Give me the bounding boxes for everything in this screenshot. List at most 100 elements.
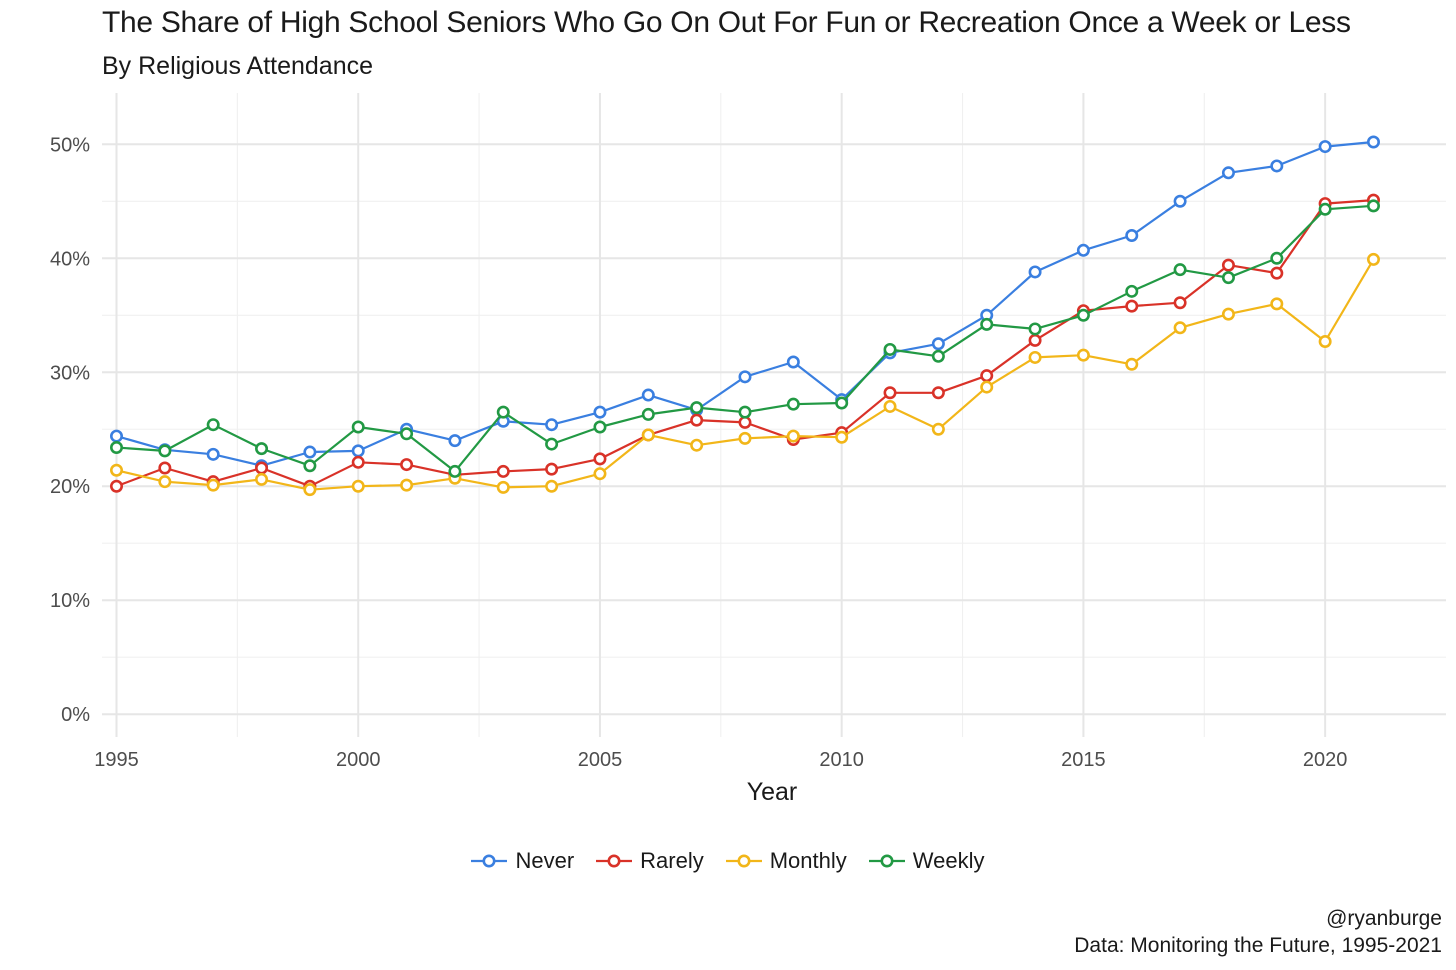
legend-key-never — [471, 854, 508, 868]
data-point-monthly — [158, 475, 172, 489]
data-point-rarely — [1173, 296, 1187, 310]
legend-key-monthly — [725, 854, 762, 868]
data-point-monthly — [883, 399, 897, 413]
data-point-weekly — [158, 444, 172, 458]
x-tick-label: 2005 — [578, 749, 623, 771]
data-point-weekly — [303, 459, 317, 473]
data-point-weekly — [1173, 263, 1187, 277]
data-point-monthly — [351, 479, 365, 493]
data-point-monthly — [1125, 357, 1139, 371]
legend-label-rarely: Rarely — [640, 848, 704, 873]
data-point-weekly — [545, 437, 559, 451]
data-point-never — [1270, 159, 1284, 173]
data-point-never — [1173, 194, 1187, 208]
data-point-rarely — [1270, 266, 1284, 280]
data-point-rarely — [158, 461, 172, 475]
legend-item-rarely: Rarely — [596, 848, 704, 874]
data-point-never — [1028, 265, 1042, 279]
data-point-rarely — [400, 458, 414, 472]
legend-key-weekly — [868, 854, 905, 868]
data-point-rarely — [1125, 299, 1139, 313]
data-point-monthly — [690, 438, 704, 452]
data-point-weekly — [496, 405, 510, 419]
data-point-weekly — [1028, 322, 1042, 336]
data-point-monthly — [786, 429, 800, 443]
data-point-weekly — [448, 464, 462, 478]
data-point-monthly — [593, 467, 607, 481]
data-point-never — [786, 355, 800, 369]
legend: Never Rarely Monthly Weekly — [0, 848, 1456, 874]
data-point-monthly — [1318, 334, 1332, 348]
data-point-monthly — [980, 380, 994, 394]
caption: @ryanburge Data: Monitoring the Future, … — [1074, 905, 1442, 959]
data-point-never — [738, 370, 752, 384]
data-point-monthly — [1028, 350, 1042, 364]
data-point-monthly — [1173, 321, 1187, 335]
data-point-monthly — [738, 431, 752, 445]
data-point-never — [931, 337, 945, 351]
data-point-weekly — [110, 440, 124, 454]
y-tick-label: 20% — [50, 476, 90, 498]
data-point-rarely — [110, 479, 124, 493]
data-point-never — [448, 434, 462, 448]
data-point-rarely — [351, 455, 365, 469]
data-point-never — [1366, 135, 1380, 149]
data-point-weekly — [1125, 284, 1139, 298]
y-tick-label: 30% — [50, 362, 90, 384]
data-point-weekly — [835, 396, 849, 410]
data-point-weekly — [883, 342, 897, 356]
grid-minor — [102, 93, 1446, 737]
data-point-never — [1076, 243, 1090, 257]
data-point-weekly — [641, 407, 655, 421]
data-point-weekly — [593, 420, 607, 434]
data-point-rarely — [883, 386, 897, 400]
data-point-monthly — [110, 463, 124, 477]
data-point-monthly — [303, 483, 317, 497]
data-point-never — [110, 429, 124, 443]
data-point-monthly — [206, 478, 220, 492]
legend-key-rarely — [596, 854, 633, 868]
chart-subtitle: By Religious Attendance — [102, 52, 374, 80]
y-axis-ticks: 0% 10% 20% 30% 40% 50% — [50, 134, 90, 726]
data-point-weekly — [351, 420, 365, 434]
y-tick-label: 50% — [50, 134, 90, 156]
data-point-monthly — [1221, 307, 1235, 321]
data-point-rarely — [690, 413, 704, 427]
data-point-monthly — [496, 480, 510, 494]
series-line-weekly — [116, 204, 1374, 473]
legend-label-monthly: Monthly — [769, 848, 847, 873]
legend-item-never: Never — [471, 848, 574, 874]
data-point-weekly — [980, 317, 994, 331]
grid-major — [102, 93, 1446, 737]
chart-title: The Share of High School Seniors Who Go … — [102, 6, 1351, 39]
data-point-weekly — [738, 405, 752, 419]
data-point-weekly — [1076, 308, 1090, 322]
data-point-monthly — [1366, 252, 1380, 266]
legend-item-monthly: Monthly — [725, 848, 847, 874]
data-point-monthly — [835, 430, 849, 444]
data-point-monthly — [641, 428, 655, 442]
data-point-monthly — [931, 422, 945, 436]
data-point-rarely — [1221, 258, 1235, 272]
data-point-rarely — [545, 462, 559, 476]
data-point-never — [545, 418, 559, 432]
y-tick-label: 10% — [50, 590, 90, 612]
caption-source: Data: Monitoring the Future, 1995-2021 — [1074, 934, 1442, 957]
x-tick-label: 2020 — [1303, 749, 1348, 771]
data-point-weekly — [400, 427, 414, 441]
data-point-never — [206, 447, 220, 461]
x-tick-label: 2010 — [819, 749, 864, 771]
legend-label-weekly: Weekly — [912, 848, 985, 873]
data-point-never — [1318, 140, 1332, 154]
data-point-weekly — [690, 401, 704, 415]
data-point-never — [1221, 166, 1235, 180]
data-point-weekly — [206, 418, 220, 432]
data-point-never — [593, 405, 607, 419]
data-point-rarely — [738, 415, 752, 429]
y-tick-label: 40% — [50, 248, 90, 270]
x-tick-label: 1995 — [94, 749, 139, 771]
data-point-weekly — [255, 442, 269, 456]
data-point-rarely — [1028, 333, 1042, 347]
data-point-never — [641, 388, 655, 402]
